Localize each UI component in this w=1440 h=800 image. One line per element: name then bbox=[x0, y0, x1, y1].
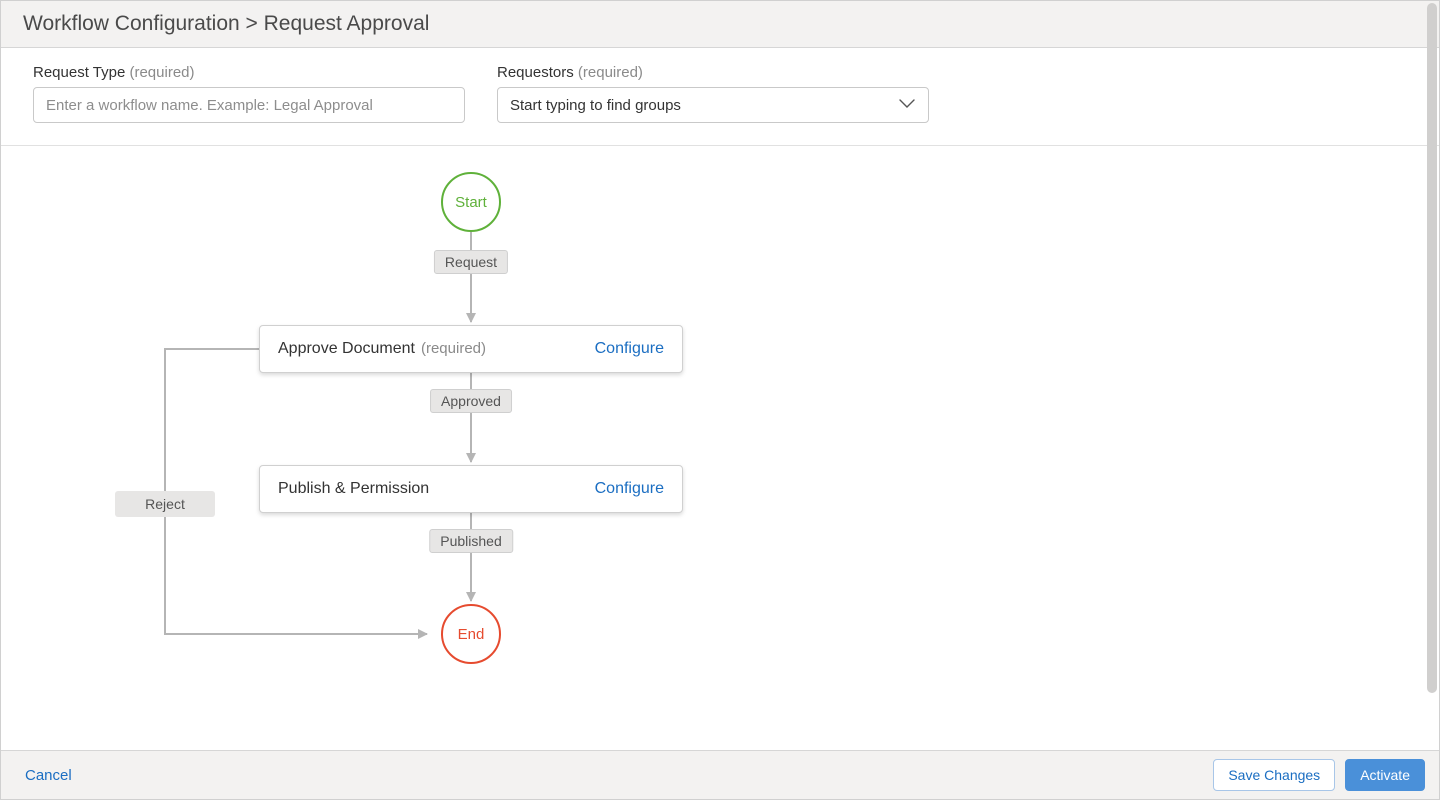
requestors-select-wrap: Start typing to find groups bbox=[497, 87, 929, 123]
requestors-field: Requestors (required) Start typing to fi… bbox=[497, 64, 929, 123]
activate-button[interactable]: Activate bbox=[1345, 759, 1425, 791]
requestors-select[interactable]: Start typing to find groups bbox=[497, 87, 929, 123]
step-approve-required: (required) bbox=[421, 340, 486, 357]
form-row: Request Type (required) Requestors (requ… bbox=[1, 48, 1439, 146]
dialog-header: Workflow Configuration > Request Approva… bbox=[1, 1, 1439, 48]
workflow-canvas: Start Request Approve Document (required… bbox=[1, 146, 1439, 746]
start-node-label: Start bbox=[455, 194, 487, 211]
scrollbar[interactable] bbox=[1427, 3, 1437, 693]
step-approve-document[interactable]: Approve Document (required) Configure bbox=[259, 325, 683, 373]
step-publish-title: Publish & Permission bbox=[278, 480, 429, 498]
step-approve-title: Approve Document bbox=[278, 340, 415, 358]
request-type-input[interactable] bbox=[33, 87, 465, 123]
end-node[interactable]: End bbox=[441, 604, 501, 664]
edge-label-published: Published bbox=[429, 529, 513, 553]
configure-link-approve[interactable]: Configure bbox=[595, 340, 664, 358]
requestors-required: (required) bbox=[578, 64, 643, 81]
breadcrumb: Workflow Configuration > Request Approva… bbox=[23, 12, 429, 36]
configure-link-publish[interactable]: Configure bbox=[595, 480, 664, 498]
dialog-footer: Cancel Save Changes Activate bbox=[1, 750, 1439, 799]
requestors-label-text: Requestors bbox=[497, 64, 574, 81]
step-publish-permission[interactable]: Publish & Permission Configure bbox=[259, 465, 683, 513]
edge-label-reject: Reject bbox=[115, 491, 215, 517]
cancel-button[interactable]: Cancel bbox=[25, 767, 72, 784]
connector-lines bbox=[1, 146, 1439, 746]
end-node-label: End bbox=[458, 626, 485, 643]
workflow-config-dialog: Workflow Configuration > Request Approva… bbox=[0, 0, 1440, 800]
save-changes-button[interactable]: Save Changes bbox=[1213, 759, 1335, 791]
request-type-label-text: Request Type bbox=[33, 64, 125, 81]
requestors-label: Requestors (required) bbox=[497, 64, 929, 81]
start-node[interactable]: Start bbox=[441, 172, 501, 232]
edge-label-request: Request bbox=[434, 250, 508, 274]
request-type-field: Request Type (required) bbox=[33, 64, 465, 123]
edge-label-approved: Approved bbox=[430, 389, 512, 413]
requestors-placeholder: Start typing to find groups bbox=[510, 97, 681, 114]
request-type-label: Request Type (required) bbox=[33, 64, 465, 81]
request-type-required: (required) bbox=[129, 64, 194, 81]
